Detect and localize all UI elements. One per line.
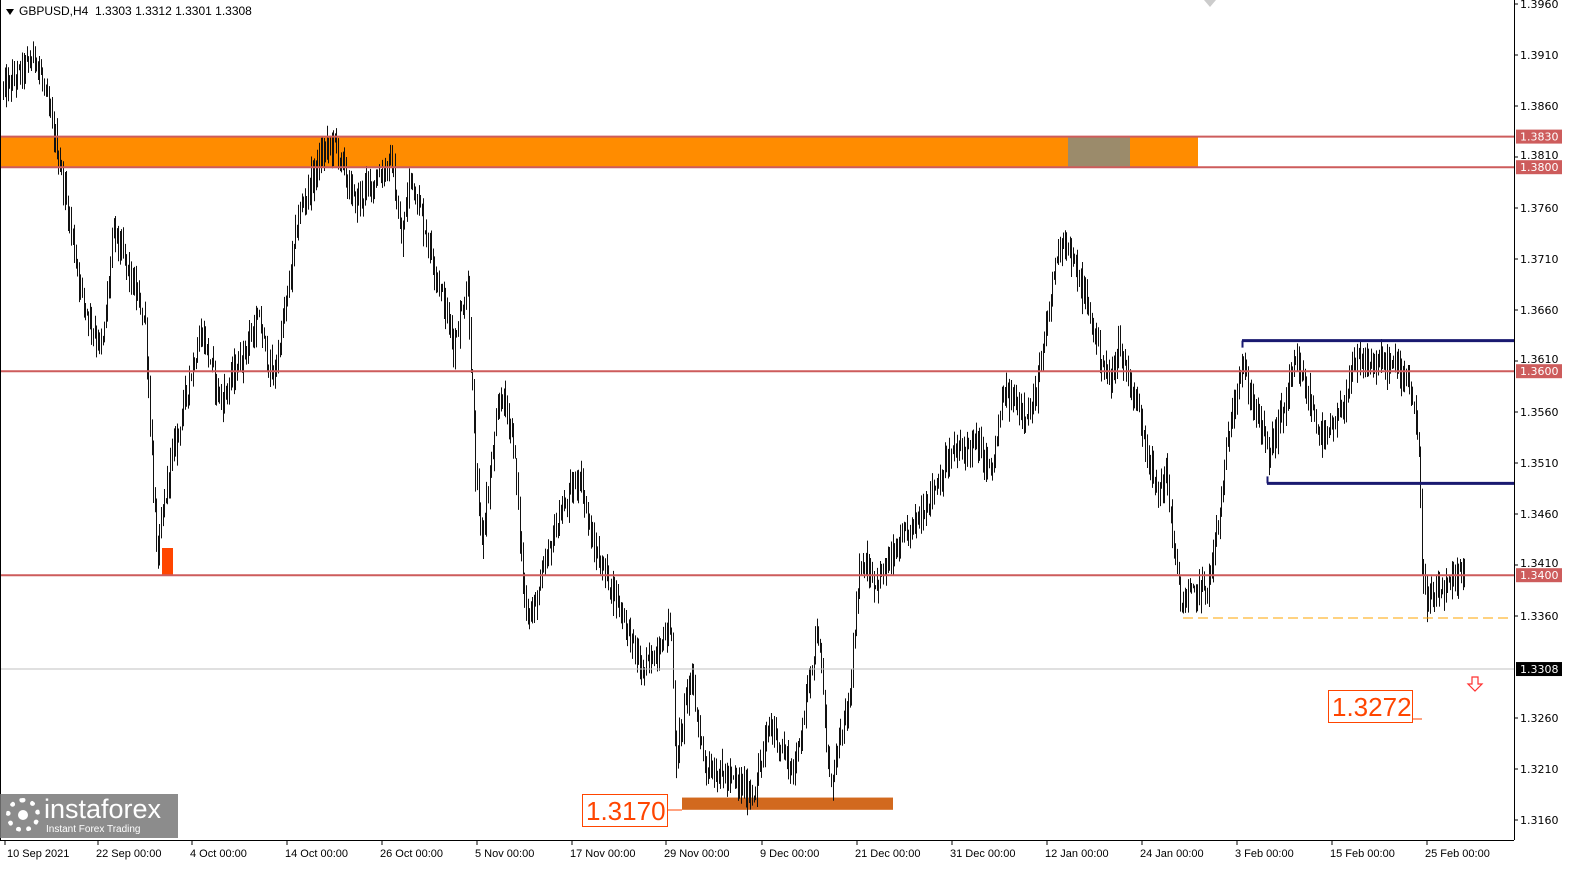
price-tick-label: 1.3560	[1520, 406, 1559, 419]
resistance-zone	[0, 136, 1198, 168]
logo-tagline: Instant Forex Trading	[46, 824, 141, 835]
time-axis: 10 Sep 2021 22 Sep 00:00 4 Oct 00:00 14 Oct…	[4, 840, 1490, 860]
level-price-label: 1.3830	[1520, 131, 1559, 144]
price-tick-label: 1.3610	[1520, 353, 1559, 366]
logo-name: instaforex	[44, 794, 162, 824]
level-price-label: 1.3600	[1520, 365, 1559, 378]
level-price-badge	[1516, 160, 1562, 175]
time-tick-label: 17 Nov 00:00	[570, 848, 635, 860]
time-tick-label: 24 Jan 00:00	[1140, 848, 1204, 860]
price-tick-label: 1.3710	[1520, 253, 1559, 266]
ohlc-values: 1.3303 1.3312 1.3301 1.3308	[95, 4, 252, 18]
support-zone-1-3170	[682, 797, 893, 810]
levels-layer	[0, 135, 1514, 670]
price-tick-label: 1.3210	[1520, 763, 1559, 776]
price-label-box	[582, 794, 668, 827]
symbol-label: GBPUSD,H4	[19, 4, 89, 18]
current-price-badge	[1516, 662, 1562, 677]
price-tick-label: 1.3360	[1520, 610, 1559, 623]
level-price-badge	[1516, 364, 1562, 379]
price-tick-label: 1.3910	[1520, 49, 1559, 62]
time-tick-label: 26 Oct 00:00	[380, 848, 443, 860]
time-tick-label: 4 Oct 00:00	[190, 848, 247, 860]
price-tick-label: 1.3810	[1520, 149, 1559, 162]
price-tick-label: 1.3660	[1520, 304, 1559, 317]
zones-layer	[0, 136, 1198, 810]
price-tick-label: 1.3260	[1520, 712, 1559, 725]
current-price-label: 1.3308	[1520, 663, 1559, 676]
resistance-zone-overlap	[1068, 136, 1130, 168]
price-axis: 1.3960 1.3910 1.3860 1.3810 1.3760 1.3710 1.36…	[1514, 0, 1562, 827]
price-tick-label: 1.3760	[1520, 202, 1559, 215]
time-tick-label: 12 Jan 00:00	[1045, 848, 1109, 860]
chart-title: GBPUSD,H4 1.3303 1.3312 1.3301 1.3308	[6, 4, 252, 18]
price-tick-label: 1.3860	[1520, 100, 1559, 113]
time-tick-label: 15 Feb 00:00	[1330, 848, 1395, 860]
time-tick-label: 29 Nov 00:00	[664, 848, 729, 860]
price-tick-label: 1.3510	[1520, 457, 1559, 470]
price-tick-label: 1.3960	[1520, 0, 1559, 11]
level-price-badge	[1516, 568, 1562, 583]
price-tick-label: 1.3460	[1520, 508, 1559, 521]
price-label-box	[1328, 690, 1413, 723]
price-label-1.3272: 1.3272	[1332, 692, 1412, 722]
level-price-badge	[1516, 129, 1562, 144]
time-tick-label: 31 Dec 00:00	[950, 848, 1015, 860]
time-tick-label: 5 Nov 00:00	[475, 848, 534, 860]
support-touch-marker	[162, 548, 173, 576]
price-label-1.3170: 1.3170	[586, 796, 666, 826]
scroll-marker-icon[interactable]	[1204, 0, 1216, 7]
annotations-layer: 1.3170 1.3272	[582, 676, 1484, 827]
time-tick-label: 25 Feb 00:00	[1425, 848, 1490, 860]
time-tick-label: 3 Feb 00:00	[1235, 848, 1294, 860]
time-tick-label: 21 Dec 00:00	[855, 848, 920, 860]
time-tick-label: 9 Dec 00:00	[760, 848, 819, 860]
time-tick-label: 10 Sep 2021	[7, 848, 69, 860]
time-tick-label: 22 Sep 00:00	[96, 848, 161, 860]
level-price-label: 1.3400	[1520, 569, 1559, 582]
price-bars	[3, 41, 1465, 816]
price-tick-label: 1.3160	[1520, 814, 1559, 827]
instaforex-logo: instaforex Instant Forex Trading	[0, 794, 178, 838]
gear-logo-icon	[6, 798, 40, 832]
price-tick-label: 1.3410	[1520, 557, 1559, 570]
level-price-label: 1.3800	[1520, 161, 1559, 174]
down-arrow-icon	[1466, 676, 1484, 692]
dropdown-triangle-icon[interactable]	[6, 8, 14, 15]
time-tick-label: 14 Oct 00:00	[285, 848, 348, 860]
